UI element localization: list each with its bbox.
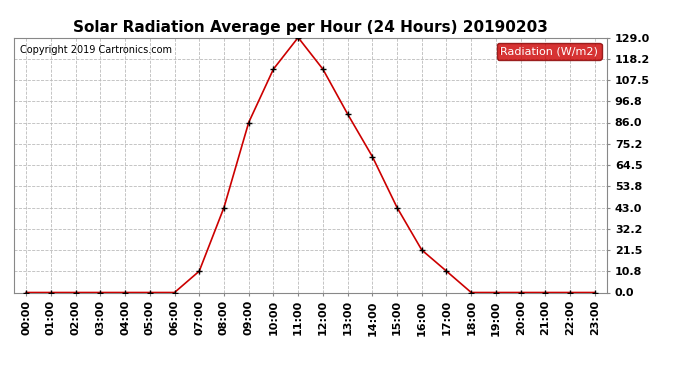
Legend: Radiation (W/m2): Radiation (W/m2)	[497, 43, 602, 60]
Text: Copyright 2019 Cartronics.com: Copyright 2019 Cartronics.com	[20, 45, 172, 55]
Title: Solar Radiation Average per Hour (24 Hours) 20190203: Solar Radiation Average per Hour (24 Hou…	[73, 20, 548, 35]
